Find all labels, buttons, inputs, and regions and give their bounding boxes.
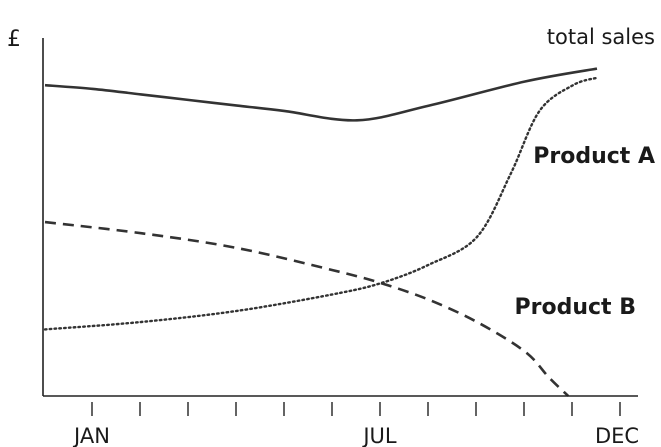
product-a-series-label: Product A (533, 144, 655, 169)
x-axis-ticks (91, 402, 621, 416)
product-b-series-line (44, 220, 570, 397)
series-layer (43, 67, 599, 397)
x-tick-label-jan: JAN (72, 424, 110, 447)
x-tick-label-jul: JUL (361, 424, 397, 447)
product-b-series-label: Product B (515, 295, 636, 320)
total-sales-series-label: total sales (547, 25, 655, 49)
x-tick-label-dec: DEC (595, 424, 639, 447)
y-axis-currency-label: £ (7, 27, 20, 52)
total-sales-series-line (44, 67, 598, 122)
product-a-series-line (43, 76, 599, 331)
